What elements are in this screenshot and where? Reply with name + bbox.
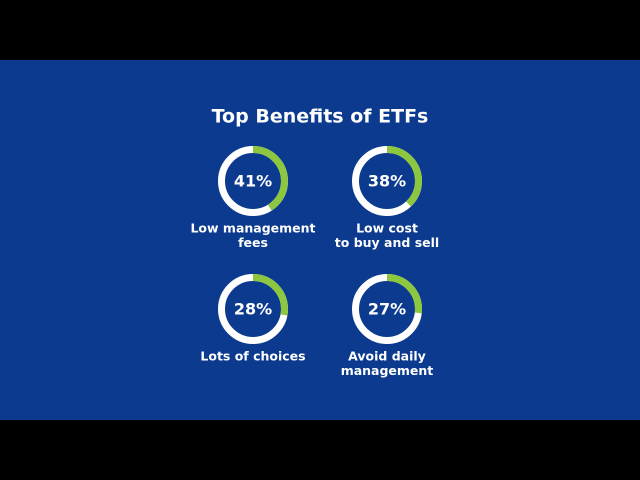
value-label: 27% xyxy=(368,300,406,319)
category-label: fees xyxy=(238,235,268,250)
category-label: Avoid daily xyxy=(348,349,426,364)
donut-arc xyxy=(352,146,422,216)
value-label: 41% xyxy=(234,172,272,191)
donut-arc xyxy=(218,146,288,216)
category-label: management xyxy=(341,363,434,378)
category-label: Low management xyxy=(190,221,315,236)
donut-arc xyxy=(218,274,288,344)
value-label: 38% xyxy=(368,172,406,191)
category-label: to buy and sell xyxy=(335,235,439,250)
title: Top Benefits of ETFs xyxy=(212,106,429,128)
category-label: Lots of choices xyxy=(200,349,305,364)
value-label: 28% xyxy=(234,300,272,319)
donut-arc xyxy=(352,274,422,344)
panel xyxy=(0,60,640,420)
category-label: Low cost xyxy=(356,221,418,236)
